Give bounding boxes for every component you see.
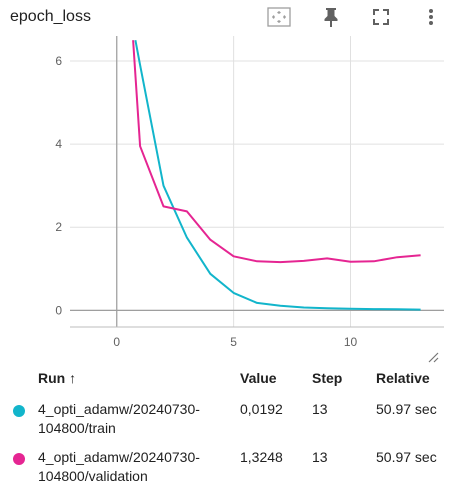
x-tick-label: 10 [344,335,358,349]
series-color-dot [13,453,25,465]
series-line-1 [132,40,421,264]
relative-header[interactable]: Relative [376,370,430,386]
value-cell: 0,0192 [240,401,283,417]
run-name: 4_opti_adamw/20240730- 104800/train [38,401,200,436]
x-tick-label: 0 [113,335,120,349]
step-header[interactable]: Step [312,370,343,386]
step-cell: 13 [312,449,328,465]
resize-handle-icon[interactable] [426,350,440,364]
series-color-dot [13,405,25,417]
card-title: epoch_loss [10,8,91,25]
relative-cell: 50.97 sec [376,401,437,417]
y-tick-label: 2 [55,220,62,234]
relative-cell: 50.97 sec [376,449,437,465]
table-row[interactable]: 4_opti_adamw/20240730- 104800/validation … [0,448,454,488]
fit-domain-icon[interactable] [266,4,292,30]
table-row[interactable]: 4_opti_adamw/20240730- 104800/train 0,019… [0,400,454,440]
fullscreen-icon[interactable] [368,4,394,30]
y-tick-label: 0 [55,303,62,317]
series-line-0 [134,40,421,311]
pin-icon[interactable] [318,4,344,30]
loss-chart[interactable]: 0 2 4 6 0 5 10 [0,36,454,350]
value-header[interactable]: Value [240,370,277,386]
more-vert-icon[interactable] [418,4,444,30]
run-header[interactable]: Run ↑ [38,370,77,386]
value-cell: 1,3248 [240,449,283,465]
x-tick-label: 5 [230,335,237,349]
y-tick-label: 6 [55,54,62,68]
sort-arrow-icon: ↑ [69,370,77,386]
run-name: 4_opti_adamw/20240730- 104800/validation [38,449,200,484]
y-tick-label: 4 [55,137,62,151]
step-cell: 13 [312,401,328,417]
